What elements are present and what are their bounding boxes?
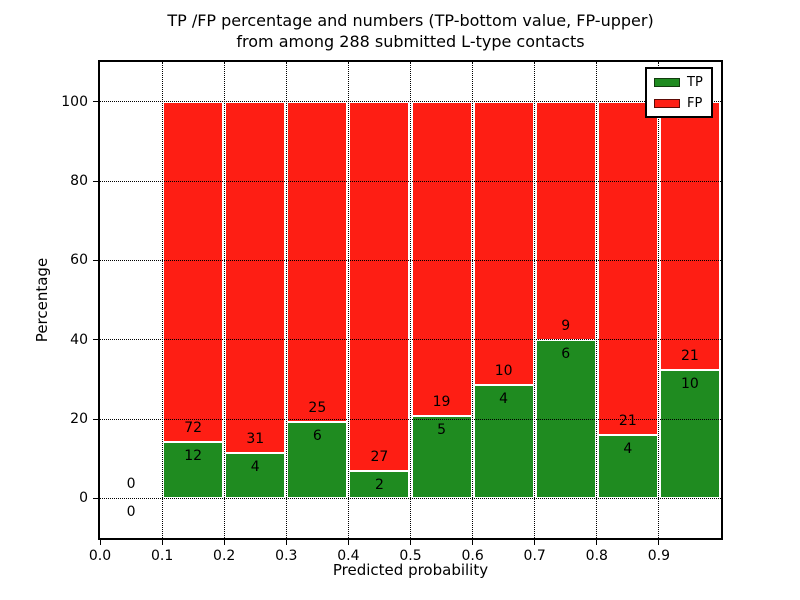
- x-gridline: [347, 62, 349, 538]
- bar-fp-segment: [659, 101, 720, 371]
- x-tick-mark: [534, 540, 536, 545]
- bar-fp-segment: [349, 101, 410, 471]
- bar-label-fp-count: 72: [184, 419, 203, 436]
- chart-title-line2: from among 288 submitted L-type contacts: [236, 32, 585, 51]
- bar-label-tp-count: 4: [623, 440, 633, 457]
- bar-label-tp-count: 4: [250, 459, 260, 475]
- bar-tp-segment: [349, 470, 410, 499]
- bar-tp-segment: [659, 370, 720, 499]
- y-tick-mark: [93, 180, 98, 182]
- bar-label-fp-count: 27: [370, 448, 389, 465]
- y-tick-label: 40: [70, 331, 88, 348]
- x-tick-mark: [285, 540, 287, 545]
- x-tick-label: 0.7: [523, 548, 546, 564]
- y-tick-mark: [93, 101, 98, 103]
- bar-label-tp-count: 12: [184, 447, 203, 464]
- bar-tp-segment: [163, 441, 224, 499]
- y-tick-label: 60: [70, 252, 88, 269]
- bar-label-fp-count: 10: [494, 363, 513, 379]
- bar-fp-segment: [163, 101, 224, 442]
- x-tick-label: 0.9: [647, 548, 671, 564]
- x-tick-label: 0.5: [399, 548, 422, 564]
- plot-area: TP FP 0 0 72 12 31 4 25 6 27 2 19 5 10 4 9 6 21 4 21 10 0 20 4…: [61, 60, 723, 564]
- legend-label-fp: FP: [687, 95, 703, 111]
- x-tick-label: 0.1: [150, 548, 174, 564]
- y-tick-label: 100: [61, 93, 88, 110]
- x-tick-mark: [658, 540, 660, 545]
- x-tick-mark: [99, 540, 101, 545]
- tp-swatch-icon: [654, 77, 680, 87]
- bar-label-tp-count: 2: [374, 476, 384, 493]
- legend-label-tp: TP: [687, 74, 703, 90]
- y-tick-label: 0: [79, 490, 88, 507]
- bar-label-fp-count: 31: [246, 431, 265, 447]
- x-gridline: [161, 62, 163, 538]
- x-gridline: [285, 62, 287, 538]
- y-tick-mark: [93, 339, 98, 341]
- x-tick-mark: [472, 540, 474, 545]
- bar-label-fp-count: 19: [432, 393, 451, 410]
- bar-tp-segment: [473, 385, 534, 499]
- bar-label-fp-count: 21: [681, 348, 699, 365]
- x-tick-mark: [223, 540, 225, 545]
- x-tick-label: 0.8: [585, 548, 608, 564]
- y-tick-label: 80: [70, 173, 88, 189]
- bar-fp-segment: [473, 101, 534, 385]
- bar-label-tp-count: 6: [312, 427, 322, 444]
- x-gridline: [596, 62, 598, 538]
- y-tick-mark: [93, 259, 98, 261]
- y-tick-mark: [93, 497, 98, 499]
- bar-fp-segment: [597, 101, 658, 435]
- chart-title: TP /FP percentage and numbers (TP-bottom…: [100, 10, 721, 52]
- bar-fp-segment: [287, 101, 348, 422]
- x-tick-label: 0.2: [213, 548, 236, 564]
- bar-label-tp-count: 0: [126, 504, 136, 521]
- x-tick-label: 0.4: [337, 548, 360, 564]
- x-tick-mark: [410, 540, 411, 545]
- x-axis-label: Predicted probability: [332, 561, 489, 579]
- y-tick-mark: [93, 418, 98, 420]
- bar-label-tp-count: 4: [499, 391, 509, 407]
- bar-label-fp-count: 9: [561, 317, 571, 334]
- bar-fp-segment: [411, 101, 472, 416]
- x-tick-mark: [347, 540, 349, 545]
- x-gridline: [410, 62, 411, 538]
- legend: TP FP: [645, 67, 713, 118]
- bar-label-tp-count: 10: [681, 376, 699, 393]
- bar-label-fp-count: 0: [126, 476, 136, 493]
- bar-label-tp-count: 5: [437, 421, 447, 438]
- bar-tp-segment: [411, 415, 472, 499]
- x-tick-label: 0.6: [461, 548, 484, 564]
- bar-tp-segment: [225, 453, 286, 499]
- x-tick-mark: [161, 540, 163, 545]
- chart-title-line1: TP /FP percentage and numbers (TP-bottom…: [167, 11, 654, 30]
- legend-item-fp: FP: [654, 95, 705, 111]
- bar-fp-segment: [535, 101, 596, 340]
- x-tick-label: 0.3: [275, 548, 298, 564]
- bar-tp-segment: [287, 421, 348, 499]
- fp-swatch-icon: [654, 98, 680, 108]
- legend-item-tp: TP: [654, 74, 705, 90]
- bar-label-fp-count: 25: [308, 399, 327, 416]
- y-tick-label: 20: [70, 411, 88, 427]
- x-gridline: [658, 62, 660, 538]
- bar-label-fp-count: 21: [618, 412, 637, 429]
- bar-tp-segment: [597, 434, 658, 499]
- x-gridline: [472, 62, 474, 538]
- bar-fp-segment: [225, 101, 286, 453]
- bar-label-tp-count: 6: [561, 345, 571, 362]
- x-gridline: [223, 62, 225, 538]
- y-axis-label: Percentage: [33, 257, 51, 343]
- x-tick-mark: [596, 540, 598, 545]
- x-gridline: [534, 62, 536, 538]
- x-tick-label: 0.0: [88, 548, 112, 564]
